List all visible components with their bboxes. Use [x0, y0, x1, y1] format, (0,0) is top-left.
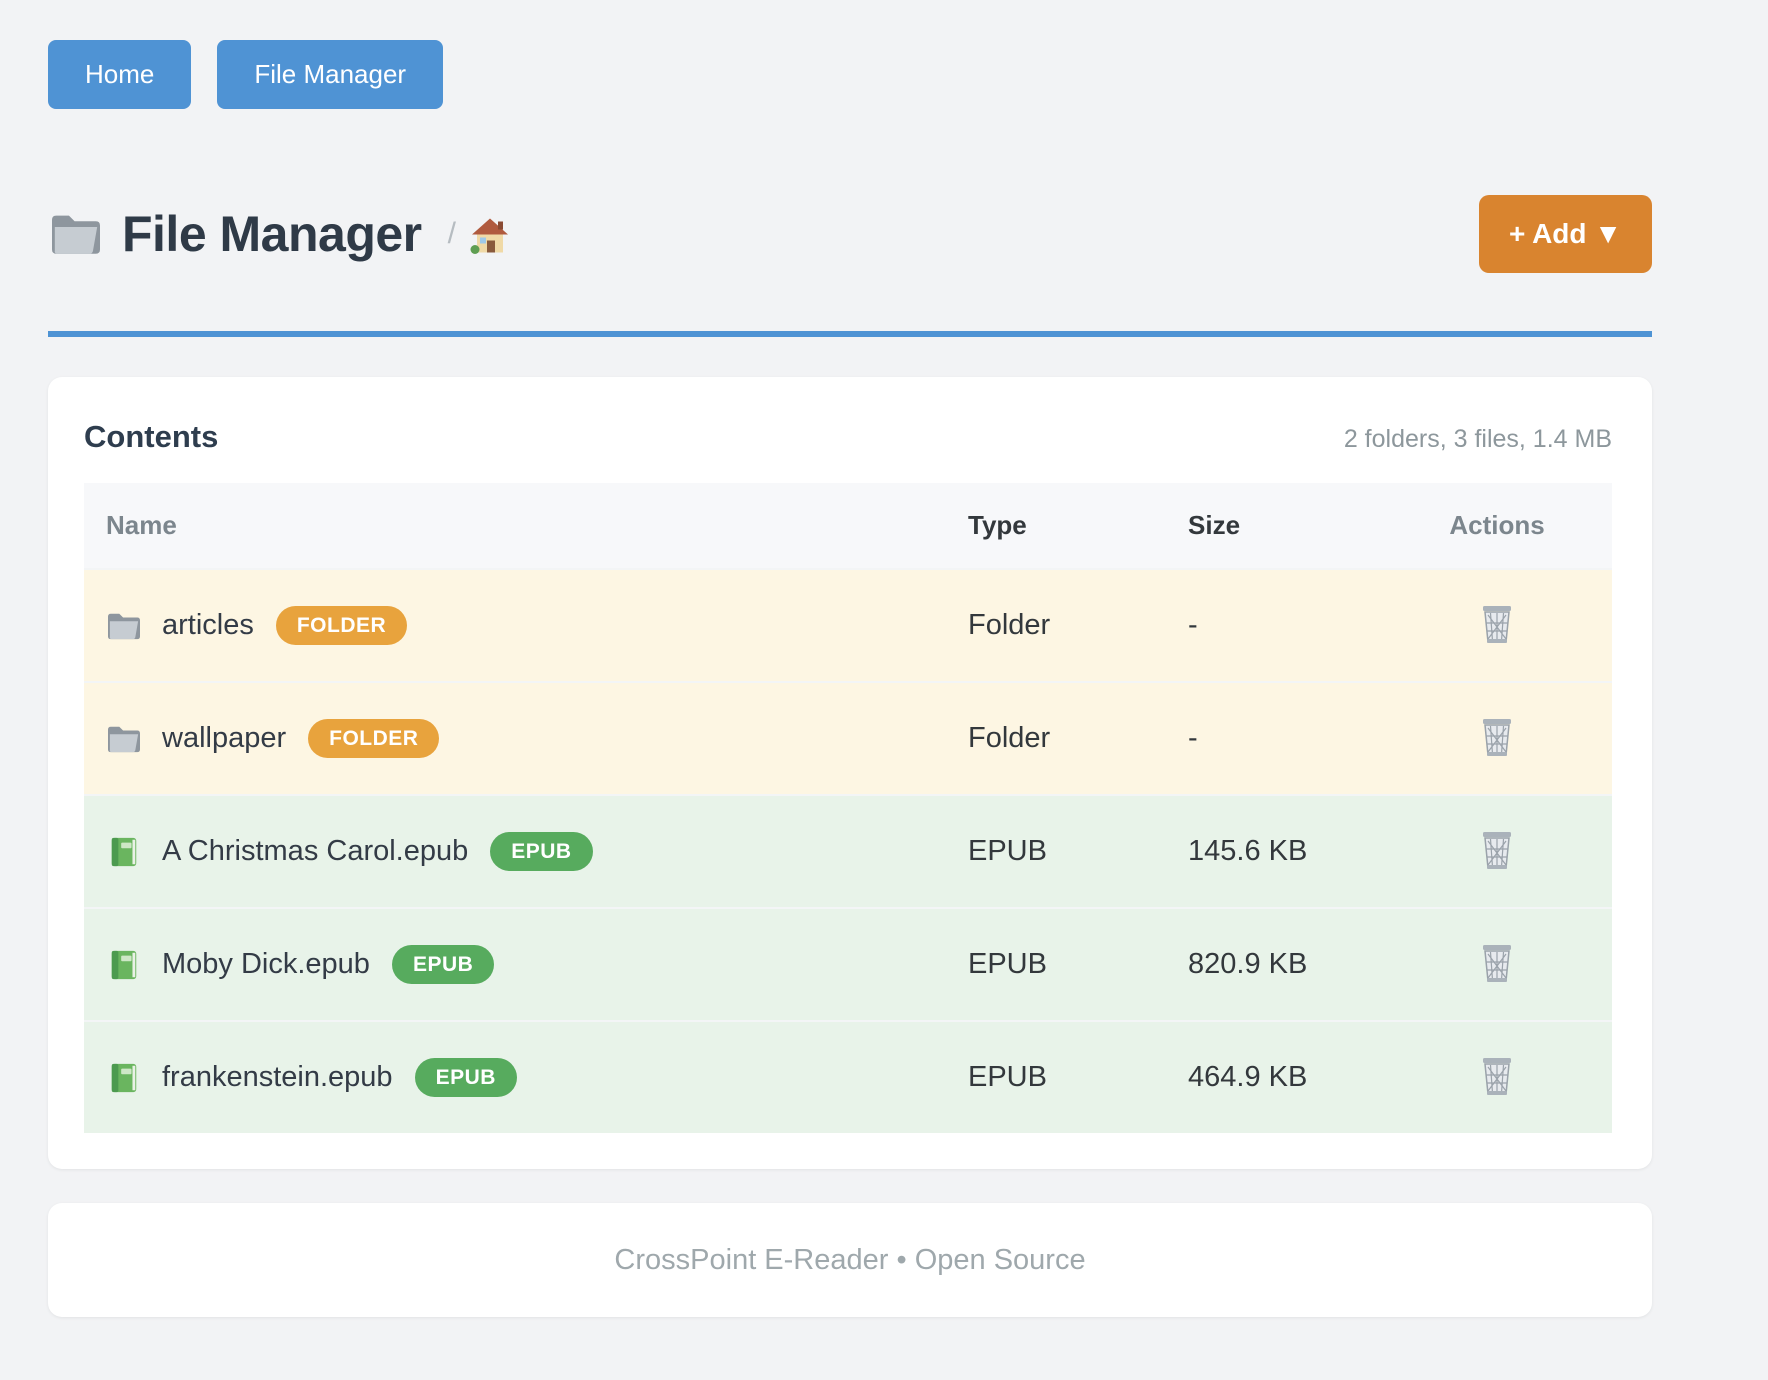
page-container: Home File Manager File Manager / + Add ▼…	[48, 0, 1652, 1317]
contents-card-header: Contents 2 folders, 3 files, 1.4 MB	[84, 419, 1612, 455]
add-button[interactable]: + Add ▼	[1478, 195, 1652, 273]
footer-text: CrossPoint E-Reader • Open Source	[614, 1243, 1086, 1276]
type-badge: EPUB	[391, 945, 495, 984]
home-icon	[470, 218, 508, 254]
table-row[interactable]: frankenstein.epub EPUB EPUB 464.9 KB	[84, 1020, 1612, 1133]
actions-cell	[1382, 938, 1612, 992]
type-badge: EPUB	[490, 832, 593, 871]
trash-icon	[1482, 604, 1512, 644]
file-name: Moby Dick.epub	[162, 948, 370, 980]
column-header-size: Size	[1188, 510, 1241, 540]
home-nav-button[interactable]: Home	[48, 40, 192, 109]
type-cell: Folder	[968, 609, 1051, 641]
type-cell: EPUB	[968, 835, 1047, 867]
file-name: A Christmas Carol.epub	[162, 835, 469, 867]
trash-icon	[1482, 717, 1512, 757]
size-cell: 145.6 KB	[1188, 835, 1308, 867]
footer: CrossPoint E-Reader • Open Source	[48, 1203, 1652, 1317]
actions-cell	[1382, 825, 1612, 879]
page-title: File Manager	[122, 206, 422, 262]
table-row[interactable]: wallpaper FOLDER Folder -	[84, 681, 1612, 794]
column-header-actions: Actions	[1449, 510, 1545, 540]
actions-cell	[1382, 1051, 1612, 1105]
contents-card: Contents 2 folders, 3 files, 1.4 MB Name…	[48, 377, 1652, 1169]
page-header: File Manager / + Add ▼	[48, 195, 1652, 273]
contents-summary: 2 folders, 3 files, 1.4 MB	[1343, 425, 1612, 453]
folder-icon	[52, 215, 100, 254]
title-divider	[48, 331, 1652, 337]
green-book-icon	[111, 1063, 137, 1092]
file-table-header: Name Type Size Actions	[84, 483, 1612, 568]
file-table-body: articles FOLDER Folder - wallpaper FOLDE…	[84, 568, 1612, 1133]
name-cell: wallpaper FOLDER	[84, 719, 968, 758]
folder-icon	[108, 613, 140, 639]
breadcrumb-home[interactable]	[470, 217, 510, 260]
size-cell: 820.9 KB	[1188, 948, 1308, 980]
file-manager-nav-button[interactable]: File Manager	[217, 40, 444, 109]
column-header-name: Name	[106, 510, 177, 540]
delete-button[interactable]	[1474, 599, 1520, 652]
delete-button[interactable]	[1474, 825, 1520, 878]
green-book-icon	[111, 950, 137, 979]
file-name: wallpaper	[162, 722, 287, 754]
actions-cell	[1382, 599, 1612, 653]
type-cell: EPUB	[968, 948, 1047, 980]
column-header-type: Type	[968, 510, 1027, 540]
type-badge: EPUB	[414, 1058, 517, 1097]
trash-icon	[1482, 1056, 1512, 1096]
green-book-icon	[111, 837, 137, 866]
file-name: articles	[162, 609, 254, 641]
name-cell: frankenstein.epub EPUB	[84, 1058, 968, 1097]
folder-icon	[108, 726, 140, 752]
type-badge: FOLDER	[275, 606, 408, 645]
file-table: Name Type Size Actions articles FOLDER F…	[84, 483, 1612, 1133]
trash-icon	[1482, 943, 1512, 983]
delete-button[interactable]	[1474, 938, 1520, 991]
actions-cell	[1382, 712, 1612, 766]
size-cell: -	[1188, 609, 1198, 641]
table-row[interactable]: Moby Dick.epub EPUB EPUB 820.9 KB	[84, 907, 1612, 1020]
top-nav: Home File Manager	[48, 0, 1652, 109]
name-cell: articles FOLDER	[84, 606, 968, 645]
type-cell: Folder	[968, 722, 1051, 754]
delete-button[interactable]	[1474, 1051, 1520, 1104]
breadcrumb-separator: /	[447, 217, 456, 250]
delete-button[interactable]	[1474, 712, 1520, 765]
size-cell: -	[1188, 722, 1198, 754]
name-cell: A Christmas Carol.epub EPUB	[84, 832, 968, 871]
table-row[interactable]: articles FOLDER Folder -	[84, 568, 1612, 681]
file-name: frankenstein.epub	[162, 1061, 393, 1093]
name-cell: Moby Dick.epub EPUB	[84, 945, 968, 984]
type-cell: EPUB	[968, 1061, 1047, 1093]
size-cell: 464.9 KB	[1188, 1061, 1308, 1093]
table-row[interactable]: A Christmas Carol.epub EPUB EPUB 145.6 K…	[84, 794, 1612, 907]
type-badge: FOLDER	[308, 719, 440, 758]
trash-icon	[1482, 830, 1512, 870]
contents-title: Contents	[84, 419, 219, 454]
